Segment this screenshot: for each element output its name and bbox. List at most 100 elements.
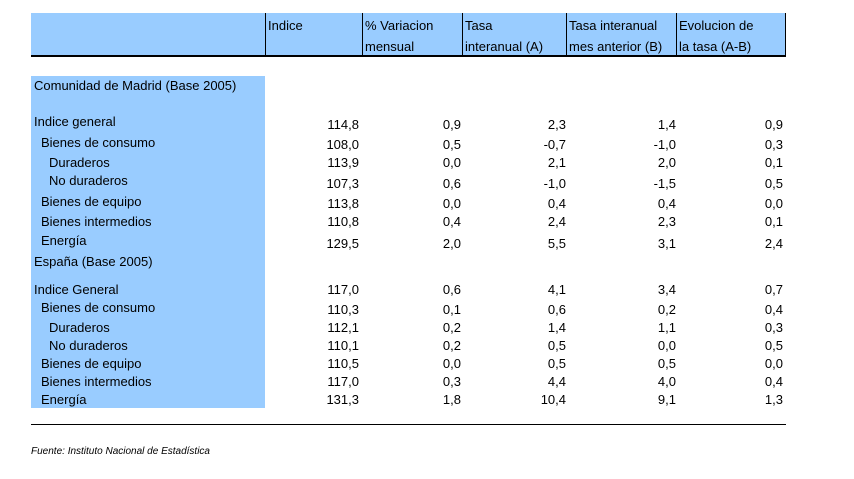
cell-variacion: 0,0 xyxy=(442,196,461,211)
table-header xyxy=(31,13,785,55)
cell-tasa-a: 1,4 xyxy=(547,320,566,335)
cell-variacion: 0,3 xyxy=(442,374,461,389)
cell-indice: 117,0 xyxy=(327,282,359,297)
cell-tasa-a: 2,4 xyxy=(547,214,566,229)
cell-tasa-b: 0,2 xyxy=(657,302,676,317)
cell-indice: 110,1 xyxy=(327,338,359,353)
cell-evolucion: 1,3 xyxy=(764,392,783,407)
cell-evolucion: 0,5 xyxy=(764,176,783,191)
row-label: Bienes de equipo xyxy=(41,356,142,371)
header-line1: Evolucion de xyxy=(679,18,754,33)
cell-variacion: 0,2 xyxy=(442,320,461,335)
header-line1: % Variacion xyxy=(365,18,434,33)
row-label: Energía xyxy=(41,233,87,248)
header-line2: mensual xyxy=(365,39,415,54)
row-label: Bienes de consumo xyxy=(41,135,156,150)
cell-indice: 131,3 xyxy=(326,392,359,407)
row-label: Bienes de consumo xyxy=(41,300,156,315)
cell-evolucion: 0,1 xyxy=(764,214,783,229)
row-label: Indice General xyxy=(34,282,119,297)
header-line1: Tasa xyxy=(465,18,493,33)
row-label: Bienes intermedios xyxy=(41,214,152,229)
section-title: Comunidad de Madrid (Base 2005) xyxy=(34,78,237,93)
cell-variacion: 1,8 xyxy=(442,392,461,407)
row-label: No duraderos xyxy=(49,173,128,188)
header-column-separator xyxy=(676,13,677,55)
cell-evolucion: 0,7 xyxy=(764,282,783,297)
header-line2: la tasa (A-B) xyxy=(679,39,752,54)
cell-indice: 112,1 xyxy=(327,320,359,335)
cell-variacion: 0,6 xyxy=(442,176,461,191)
cell-indice: 110,5 xyxy=(327,356,359,371)
cell-variacion: 0,0 xyxy=(442,155,461,170)
cell-evolucion: 0,3 xyxy=(764,320,783,335)
cell-tasa-b: -1,0 xyxy=(653,137,676,152)
cell-variacion: 0,5 xyxy=(442,137,461,152)
cell-variacion: 0,1 xyxy=(442,302,461,317)
header-line1: Tasa interanual xyxy=(569,18,658,33)
cell-variacion: 0,4 xyxy=(442,214,461,229)
cell-tasa-a: 2,3 xyxy=(547,117,566,132)
cell-tasa-a: 0,5 xyxy=(547,338,566,353)
cell-tasa-a: 0,6 xyxy=(547,302,566,317)
cell-evolucion: 0,0 xyxy=(764,356,783,371)
cell-tasa-a: 10,4 xyxy=(540,392,566,407)
source-footnote: Fuente: Instituto Nacional de Estadístic… xyxy=(31,446,210,457)
cell-variacion: 0,6 xyxy=(442,282,461,297)
row-label: Bienes intermedios xyxy=(41,374,152,389)
header-column-separator xyxy=(362,13,363,55)
cell-indice: 110,3 xyxy=(327,302,359,317)
cell-tasa-b: 9,1 xyxy=(657,392,676,407)
header-line2: interanual (A) xyxy=(465,39,544,54)
cell-indice: 113,8 xyxy=(327,196,359,211)
cell-evolucion: 2,4 xyxy=(764,236,783,251)
header-column-separator xyxy=(566,13,567,55)
row-label: Bienes de equipo xyxy=(41,194,142,209)
header-column-separator xyxy=(265,13,266,55)
row-label: Indice general xyxy=(34,114,116,129)
cell-tasa-a: 0,5 xyxy=(547,356,566,371)
cell-indice: 117,0 xyxy=(327,374,359,389)
cell-tasa-a: 4,1 xyxy=(547,282,566,297)
cell-tasa-b: 2,3 xyxy=(657,214,676,229)
cell-tasa-b: 0,0 xyxy=(657,338,676,353)
cell-tasa-b: 2,0 xyxy=(657,155,676,170)
cell-indice: 107,3 xyxy=(326,176,359,191)
cell-tasa-b: 1,4 xyxy=(657,117,676,132)
row-label: Duraderos xyxy=(49,155,110,170)
header-tasa-interanual: Tasa interanual (A) xyxy=(465,15,543,57)
cell-tasa-b: 0,5 xyxy=(657,356,676,371)
cell-variacion: 0,0 xyxy=(442,356,461,371)
section-title: España (Base 2005) xyxy=(34,254,153,269)
header-variacion-mensual: % Variacion mensual xyxy=(365,15,433,57)
header-column-separator xyxy=(462,13,463,55)
cell-evolucion: 0,0 xyxy=(764,196,783,211)
label-column xyxy=(31,76,265,408)
header-column-separator xyxy=(785,13,786,55)
cell-tasa-b: 3,1 xyxy=(657,236,676,251)
cell-variacion: 0,9 xyxy=(442,117,461,132)
cell-indice: 114,8 xyxy=(327,117,359,132)
cell-tasa-a: 5,5 xyxy=(547,236,566,251)
cell-tasa-a: -0,7 xyxy=(543,137,566,152)
cell-tasa-a: 0,4 xyxy=(547,196,566,211)
row-label: No duraderos xyxy=(49,338,128,353)
cell-evolucion: 0,4 xyxy=(764,302,783,317)
header-divider xyxy=(31,55,786,57)
cell-evolucion: 0,5 xyxy=(764,338,783,353)
cell-tasa-a: 4,4 xyxy=(547,374,566,389)
row-label: Duraderos xyxy=(49,320,110,335)
cell-tasa-b: 4,0 xyxy=(657,374,676,389)
header-indice: Indice xyxy=(268,15,303,36)
cell-indice: 108,0 xyxy=(326,137,359,152)
header-tasa-mes-anterior: Tasa interanual mes anterior (B) xyxy=(569,15,662,57)
cell-tasa-a: 2,1 xyxy=(547,155,566,170)
cell-tasa-b: 3,4 xyxy=(657,282,676,297)
header-line2: mes anterior (B) xyxy=(569,39,663,54)
row-label: Energía xyxy=(41,392,87,407)
header-evolucion-tasa: Evolucion de la tasa (A-B) xyxy=(679,15,753,57)
header-line1: Indice xyxy=(268,18,303,33)
cell-variacion: 0,2 xyxy=(442,338,461,353)
cell-indice: 110,8 xyxy=(327,214,359,229)
cell-evolucion: 0,3 xyxy=(764,137,783,152)
